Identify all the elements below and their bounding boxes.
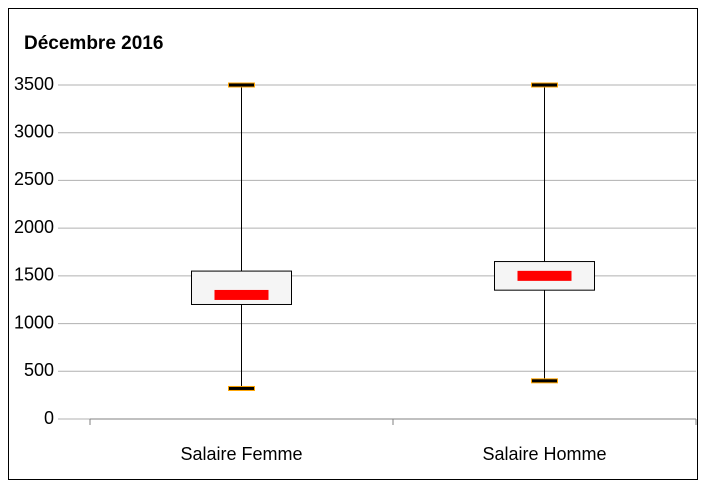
y-tick-label: 2500 [14,169,54,189]
whisker-cap [531,378,558,384]
chart-border [8,8,698,480]
whisker-cap [228,385,255,391]
y-tick-label: 3000 [14,121,54,141]
x-tick-label: Salaire Homme [482,444,606,464]
y-tick-label: 3500 [14,74,54,94]
median [517,270,572,281]
y-tick-label: 0 [44,408,54,428]
whisker-cap [531,82,558,88]
y-tick-label: 1500 [14,265,54,285]
chart-title: Décembre 2016 [24,33,163,54]
x-tick-label: Salaire Femme [180,444,302,464]
y-tick-label: 1000 [14,312,54,332]
y-tick-label: 500 [24,360,54,380]
whisker-cap [228,82,255,88]
y-tick-label: 2000 [14,217,54,237]
median [214,289,269,300]
